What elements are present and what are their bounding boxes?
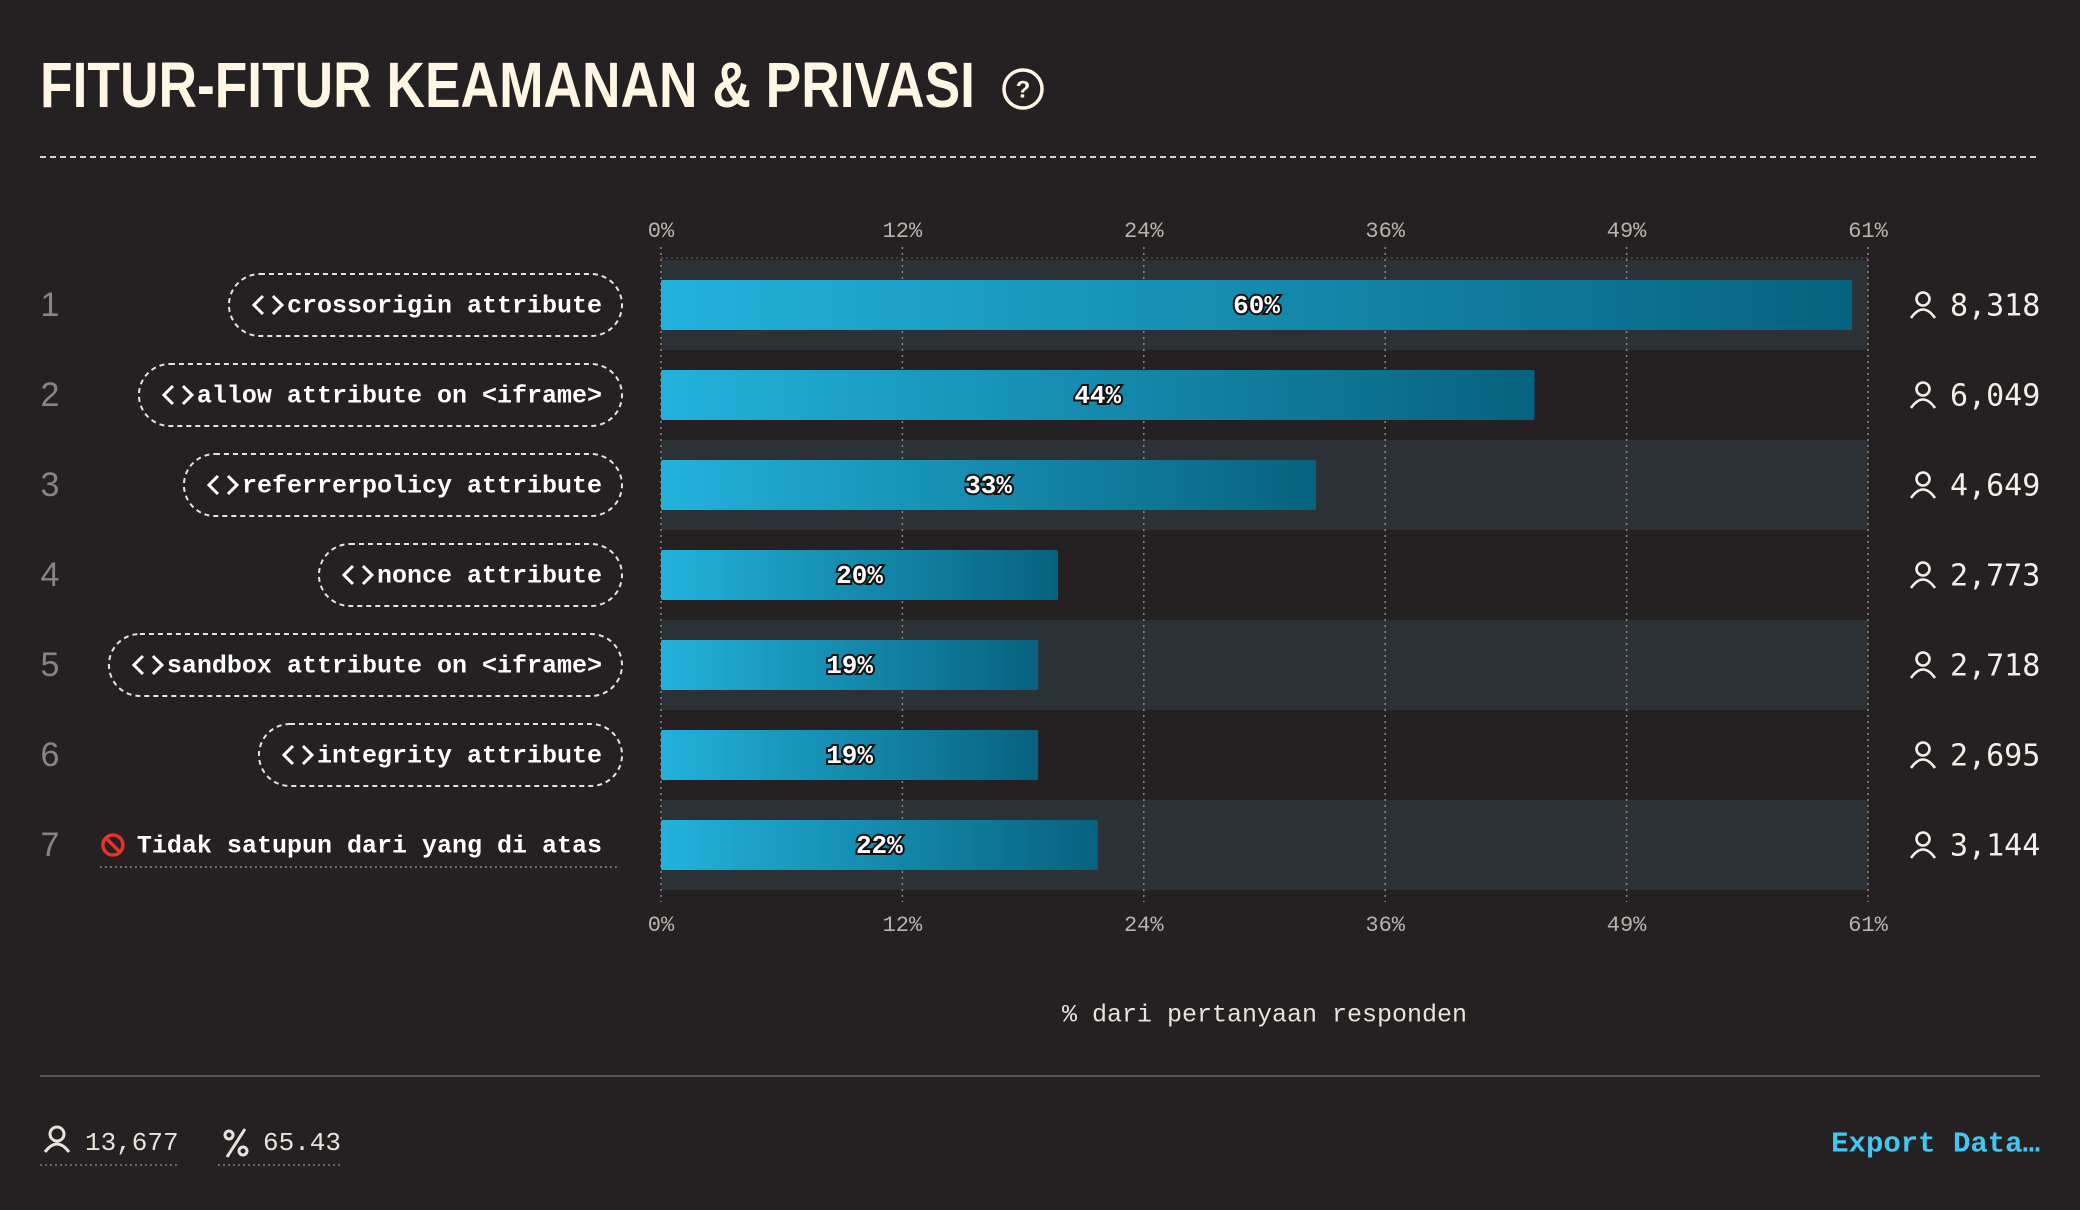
- icon-part: [1915, 831, 1931, 847]
- icon-part: [1915, 741, 1931, 757]
- help-icon[interactable]: ?: [1002, 68, 1044, 110]
- count: 8,318: [1950, 289, 2040, 324]
- bar: [661, 640, 1039, 690]
- icon-part: [1915, 381, 1931, 397]
- completion: 65.43: [263, 1128, 341, 1158]
- category-label: nonce attribute: [377, 562, 602, 591]
- bar: [661, 280, 1853, 330]
- svg-text:?: ?: [1016, 76, 1031, 103]
- category-label: referrerpolicy attribute: [242, 472, 602, 501]
- respondents-icon: [43, 1125, 71, 1153]
- code-icon: [206, 474, 240, 496]
- bar: [661, 820, 1098, 870]
- count-icon: [1909, 741, 1937, 769]
- value-label: 19%: [826, 741, 873, 771]
- count-icon: [1909, 471, 1937, 499]
- code-icon: [251, 294, 285, 316]
- x-tick-label: 61%: [1848, 219, 1888, 244]
- count-icon: [1909, 651, 1937, 679]
- x-tick-label: 49%: [1607, 913, 1647, 938]
- x-axis-title: % dari pertanyaan responden: [1062, 1001, 1467, 1030]
- rank: 6: [41, 736, 60, 774]
- category-label: integrity attribute: [317, 742, 602, 771]
- rank: 4: [41, 556, 60, 594]
- export-link[interactable]: Export Data…: [1831, 1128, 2040, 1161]
- rank: 1: [41, 286, 60, 324]
- count: 4,649: [1950, 469, 2040, 504]
- value-label: 33%: [965, 471, 1012, 501]
- value-label: 19%: [826, 651, 873, 681]
- count-icon: [1909, 561, 1937, 589]
- none-icon: [104, 836, 122, 854]
- code-icon: [281, 744, 315, 766]
- icon-part: [1909, 398, 1937, 409]
- chart-title: FITUR-FITUR KEAMANAN & PRIVASI: [40, 49, 975, 121]
- bar: [661, 370, 1535, 420]
- bar: [661, 550, 1059, 600]
- count: 3,144: [1950, 829, 2040, 864]
- rank: 5: [41, 646, 60, 684]
- x-tick-label: 12%: [883, 219, 923, 244]
- none-icon: [101, 833, 125, 857]
- category-pill: [317, 543, 623, 607]
- count: 2,718: [1950, 649, 2040, 684]
- count: 2,695: [1950, 739, 2040, 774]
- count-icon: [1909, 291, 1937, 319]
- icon-part: [1915, 651, 1931, 667]
- count-icon: [1909, 831, 1937, 859]
- bar: [661, 460, 1317, 510]
- count-icon: [1909, 381, 1937, 409]
- x-tick-label: 24%: [1124, 219, 1164, 244]
- x-tick-label: 0%: [648, 219, 675, 244]
- value-label: 20%: [836, 561, 883, 591]
- icon-part: [1909, 488, 1937, 499]
- icon-part: [1909, 848, 1937, 859]
- count: 6,049: [1950, 379, 2040, 414]
- category-label: crossorigin attribute: [287, 292, 602, 321]
- x-tick-label: 36%: [1365, 219, 1405, 244]
- category-pill: [227, 273, 623, 337]
- value-label: 60%: [1233, 291, 1280, 321]
- category-pill: [107, 633, 623, 697]
- count: 2,773: [1950, 559, 2040, 594]
- category-pill: [182, 453, 623, 517]
- percent-icon: [223, 1128, 249, 1158]
- x-tick-label: 61%: [1848, 913, 1888, 938]
- category-pill: [257, 723, 623, 787]
- x-tick-label: 24%: [1124, 913, 1164, 938]
- value-label: 44%: [1074, 381, 1121, 411]
- category-label: Tidak satupun dari yang di atas: [137, 832, 602, 861]
- x-tick-label: 36%: [1365, 913, 1405, 938]
- code-icon: [161, 384, 195, 406]
- rank: 7: [41, 826, 60, 864]
- x-tick-label: 49%: [1607, 219, 1647, 244]
- x-tick-label: 0%: [648, 913, 675, 938]
- category-label: allow attribute on <iframe>: [197, 382, 602, 411]
- category-label: sandbox attribute on <iframe>: [167, 652, 602, 681]
- code-icon: [131, 654, 165, 676]
- bar: [661, 730, 1039, 780]
- icon-part: [1909, 578, 1937, 589]
- rank: 3: [41, 466, 60, 504]
- icon-part: [1909, 668, 1937, 679]
- icon-part: [1909, 758, 1937, 769]
- code-icon: [341, 564, 375, 586]
- rank: 2: [41, 376, 60, 414]
- x-tick-label: 12%: [883, 913, 923, 938]
- category-pill: [137, 363, 623, 427]
- icon-part: [1915, 291, 1931, 307]
- respondents: 13,677: [85, 1128, 179, 1158]
- icon-part: [1915, 471, 1931, 487]
- value-label: 22%: [856, 831, 903, 861]
- icon-part: [1909, 308, 1937, 319]
- icon-part: [1915, 561, 1931, 577]
